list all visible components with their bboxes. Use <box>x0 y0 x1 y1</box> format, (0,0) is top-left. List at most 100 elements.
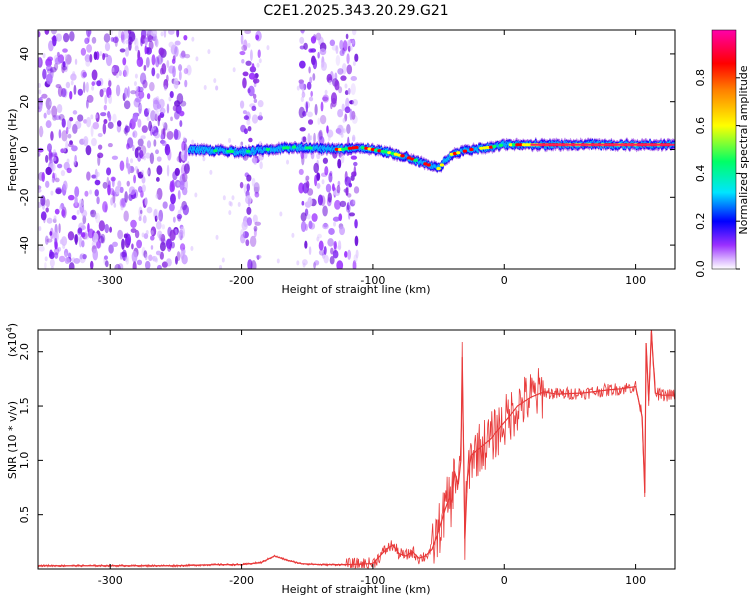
noise-blob <box>115 84 121 97</box>
noise-blob <box>312 73 316 81</box>
noise-blob <box>317 51 320 59</box>
noise-blob <box>55 84 62 89</box>
noise-blob <box>144 45 148 55</box>
noise-blob <box>119 198 125 208</box>
noise-blob <box>258 58 262 64</box>
noise-blob <box>55 188 62 195</box>
track-hotspot <box>462 149 468 153</box>
noise-blob <box>38 101 41 107</box>
noise-blob <box>151 54 156 66</box>
noise-blob <box>73 84 77 95</box>
track-hotspot <box>226 149 231 153</box>
spectrogram-x-label: Height of straight line (km) <box>281 283 430 296</box>
noise-blob <box>123 210 129 222</box>
noise-blob <box>165 258 172 267</box>
noise-blob <box>243 39 248 51</box>
noise-blob <box>312 58 318 70</box>
noise-blob <box>132 261 137 269</box>
noise-blob <box>245 239 250 247</box>
track-hotspot <box>360 146 366 150</box>
track-hotspot <box>410 157 415 161</box>
noise-blob <box>53 62 59 71</box>
noise-blob <box>162 122 166 127</box>
noise-blob <box>345 33 349 40</box>
noise-blob <box>174 167 180 177</box>
noise-blob <box>87 228 95 239</box>
noise-blob <box>347 39 351 47</box>
noise-blob <box>90 125 94 137</box>
noise-blob <box>324 165 329 176</box>
noise-blob <box>255 254 262 259</box>
noise-blob <box>66 167 72 174</box>
noise-blob <box>62 180 68 191</box>
noise-blob <box>182 204 189 216</box>
noise-blob <box>155 104 163 113</box>
noise-blob <box>332 216 340 222</box>
noise-blob <box>94 214 98 220</box>
noise-blob <box>141 232 145 238</box>
noise-blob <box>327 192 332 203</box>
noise-blob <box>74 186 80 198</box>
noise-blob <box>56 103 63 114</box>
noise-blob <box>240 228 246 238</box>
noise-blob <box>80 47 87 56</box>
noise-blob <box>80 69 87 79</box>
noise-blob <box>168 41 175 48</box>
noise-blob <box>49 66 57 73</box>
noise-blob <box>176 181 180 187</box>
noise-blob <box>179 52 186 59</box>
noise-blob <box>178 70 182 81</box>
noise-blob <box>163 30 167 34</box>
noise-blob <box>245 60 252 66</box>
noise-blob <box>248 85 255 97</box>
noise-blob <box>334 79 340 91</box>
noise-blob <box>67 133 72 139</box>
noise-blob <box>139 209 143 214</box>
noise-blob <box>38 188 42 193</box>
noise-blob <box>124 47 130 57</box>
x-tick-label: -100 <box>360 274 385 287</box>
noise-blob <box>78 235 83 248</box>
noise-blob <box>92 121 100 130</box>
noise-blob <box>300 220 307 233</box>
noise-blob <box>314 260 320 266</box>
noise-blob <box>104 94 108 105</box>
noise-blob <box>304 240 308 249</box>
noise-blob <box>330 92 338 105</box>
noise-blob <box>91 81 96 87</box>
noise-blob <box>239 50 246 56</box>
noise-blob <box>65 126 69 135</box>
noise-blob <box>353 186 360 194</box>
noise-blob <box>52 35 57 47</box>
noise-blob <box>244 30 252 35</box>
noise-blob <box>179 110 185 117</box>
noise-blob <box>241 58 245 64</box>
noise-blob <box>86 44 93 53</box>
noise-blob <box>298 106 305 119</box>
track-hotspot <box>426 163 431 167</box>
noise-blob <box>152 255 156 261</box>
noise-blob <box>130 219 137 229</box>
x-tick-label: 100 <box>625 574 646 587</box>
noise-blob <box>103 255 109 260</box>
noise-blob <box>305 175 310 181</box>
noise-blob <box>45 198 50 208</box>
noise-blob <box>107 143 113 148</box>
noise-blob <box>119 186 124 194</box>
spectrogram-x-ticks: -300 -200 -100 0 100 <box>98 30 646 287</box>
colorbar-tick-label: 0.0 <box>694 260 707 278</box>
noise-blob <box>131 189 136 195</box>
noise-blob <box>339 49 345 57</box>
noise-blob <box>124 257 128 263</box>
noise-blob <box>49 258 55 268</box>
noise-blob <box>47 56 53 62</box>
noise-blob <box>86 30 92 37</box>
noise-blob <box>102 181 108 189</box>
noise-blob <box>63 32 70 43</box>
noise-blob <box>183 163 190 174</box>
snr-frame <box>37 329 676 570</box>
track-hotspot <box>334 147 339 151</box>
noise-blob <box>96 171 100 177</box>
noise-blob <box>164 143 171 156</box>
track-hotspot <box>521 143 527 147</box>
